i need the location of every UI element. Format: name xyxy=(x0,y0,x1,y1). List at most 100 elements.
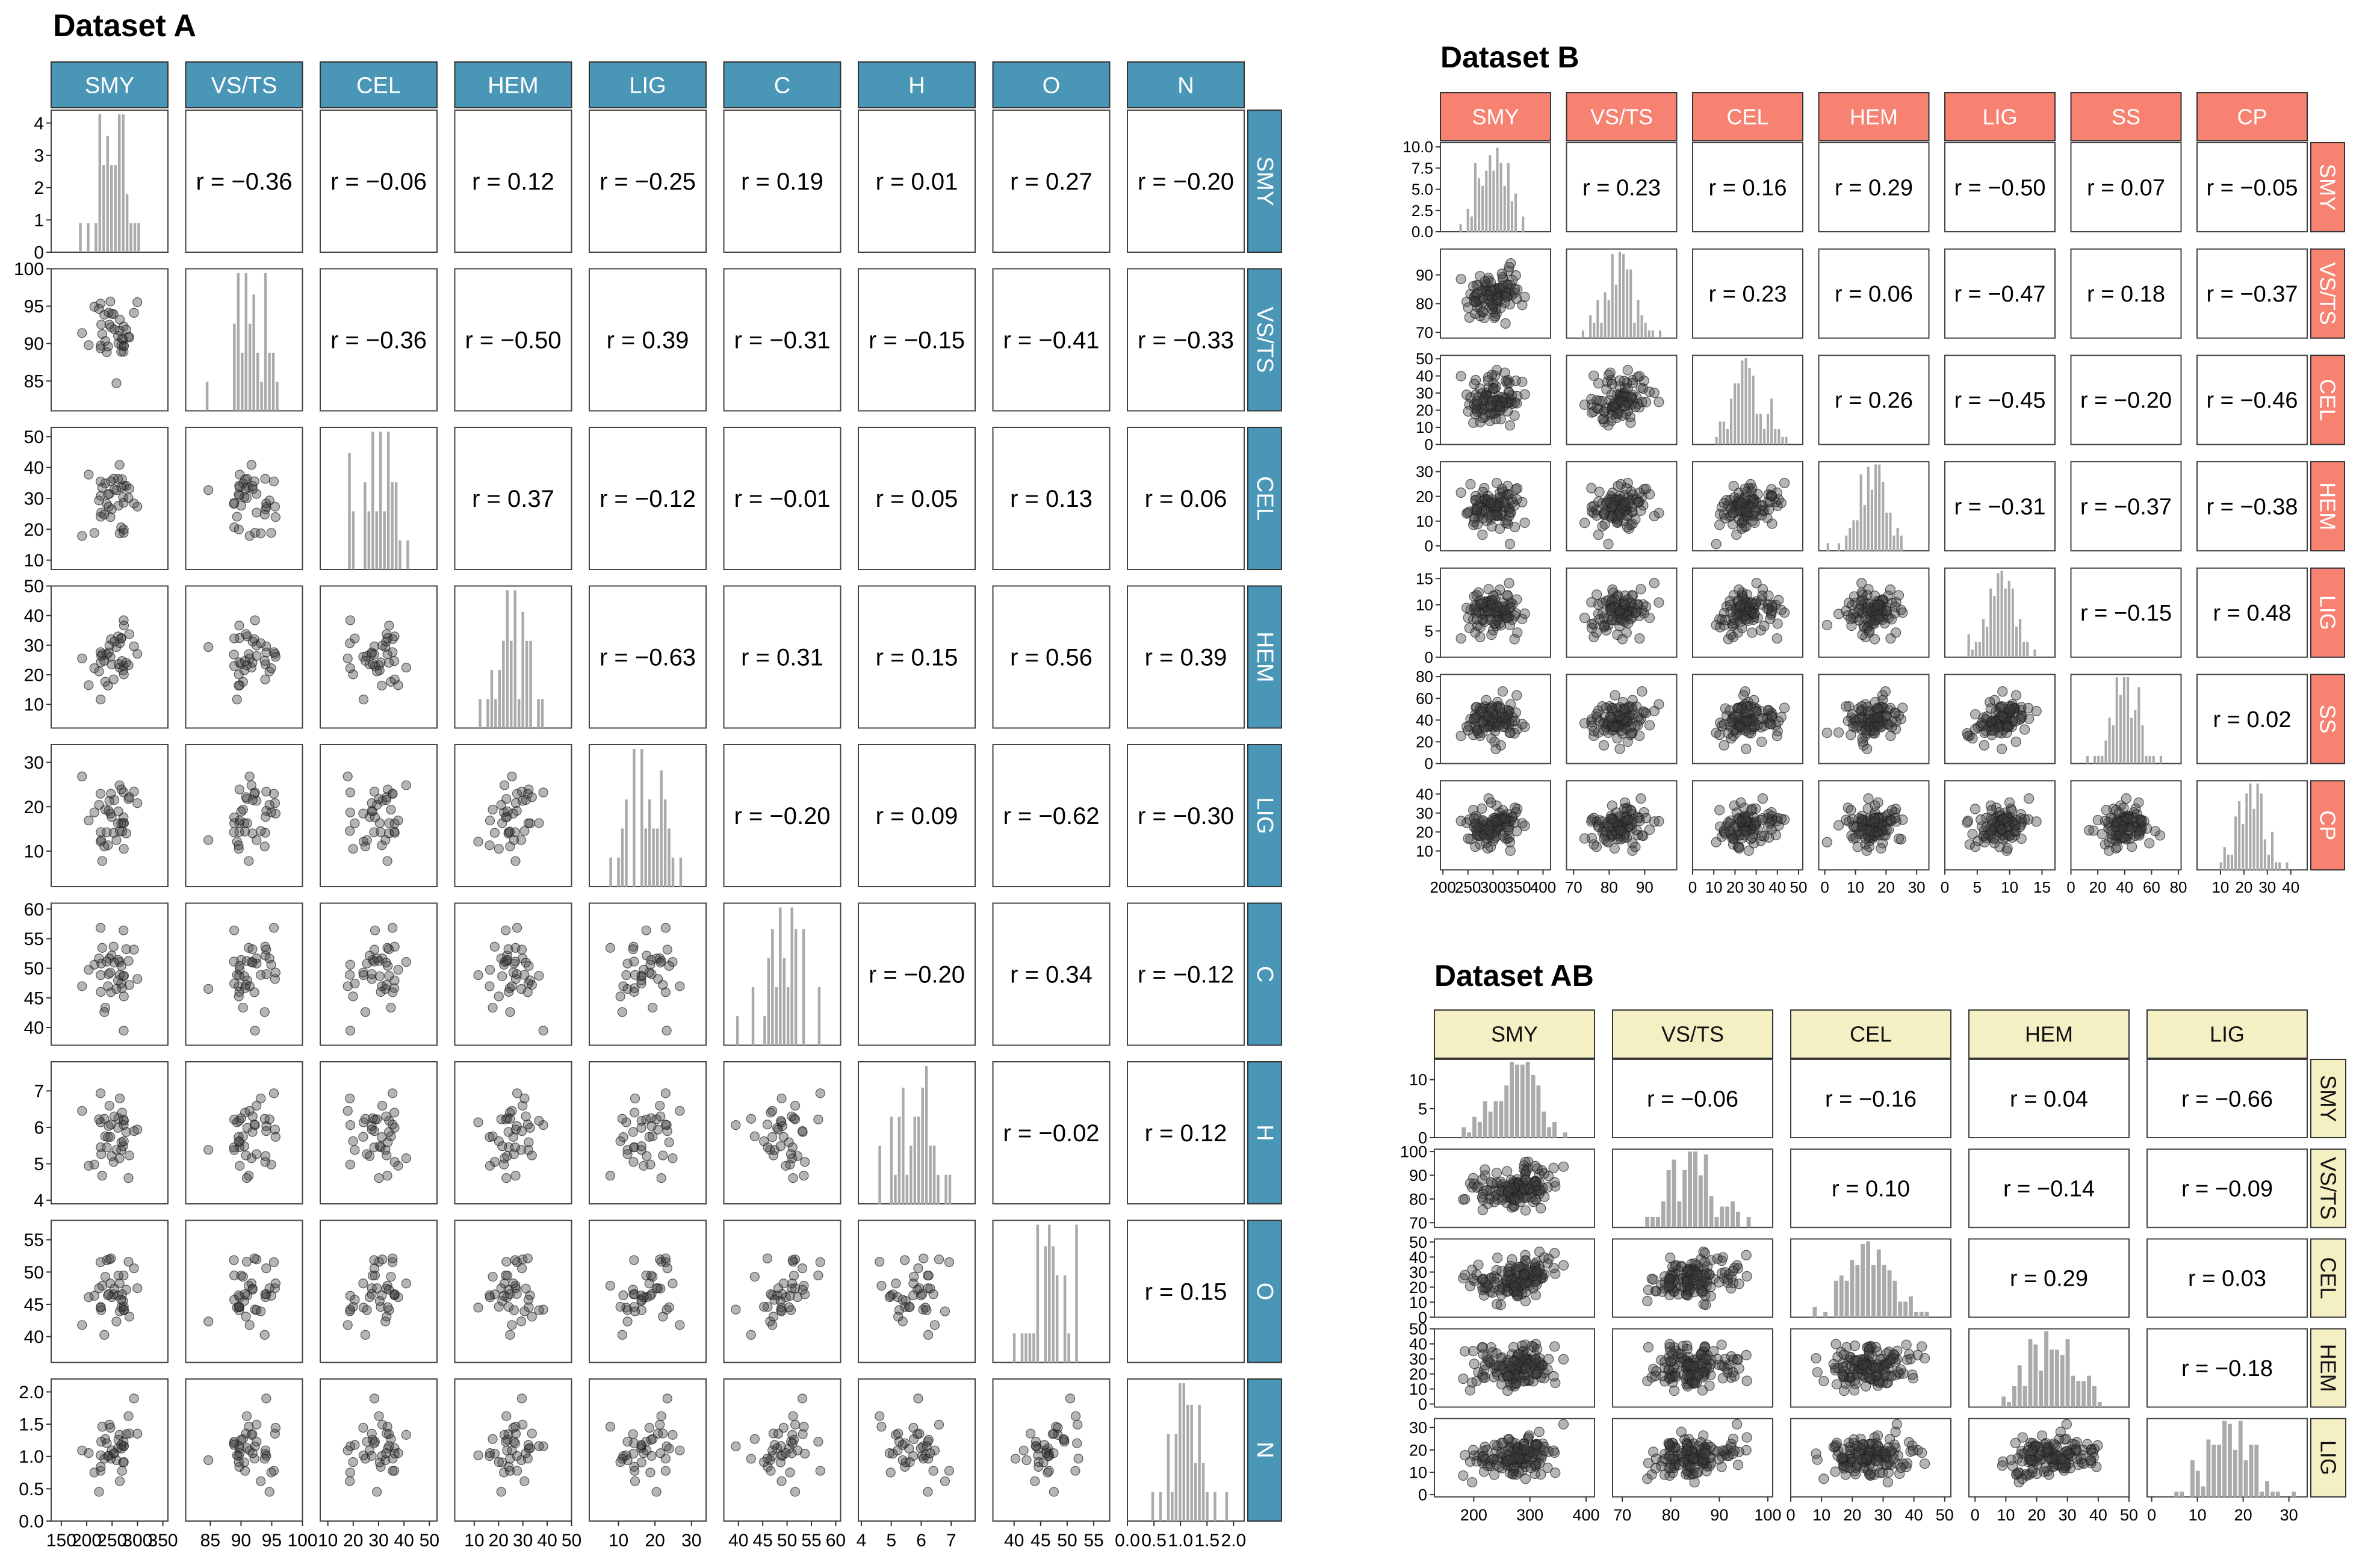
data-point xyxy=(496,800,506,810)
histogram-bar xyxy=(1596,300,1599,338)
data-point xyxy=(389,826,400,837)
panel-SMY-SS: r = 0.07 xyxy=(2070,142,2182,232)
panel-O-HEM xyxy=(454,1219,572,1363)
histogram-bar xyxy=(248,323,252,411)
data-point xyxy=(252,958,262,968)
data-point xyxy=(132,1428,143,1439)
data-point xyxy=(2004,797,2015,808)
panel-SMY-SMY xyxy=(51,110,169,253)
histogram-bar xyxy=(894,1174,897,1204)
data-point xyxy=(815,1088,825,1099)
data-point xyxy=(345,1467,356,1478)
histogram-bar xyxy=(537,699,540,728)
correlation-label: r = −0.16 xyxy=(1825,1086,1917,1112)
histogram-bar xyxy=(1849,528,1852,551)
column-strip-label: CEL xyxy=(1850,1022,1892,1047)
histogram-bar xyxy=(1190,1404,1193,1521)
histogram-bar xyxy=(1614,284,1617,338)
panel-C-O: r = 0.34 xyxy=(992,902,1111,1046)
data-point xyxy=(249,1253,259,1263)
histogram-bar xyxy=(917,1117,920,1204)
data-point xyxy=(1070,1411,1081,1421)
data-point xyxy=(1619,703,1631,714)
data-point xyxy=(1477,529,1488,540)
data-point xyxy=(1734,1278,1744,1289)
data-point xyxy=(1890,708,1901,719)
row-strip xyxy=(1247,268,1282,412)
data-point xyxy=(893,1312,903,1322)
histogram-bar xyxy=(932,1145,936,1204)
data-point xyxy=(1480,1170,1490,1181)
data-point xyxy=(605,1171,616,1181)
data-point xyxy=(1492,816,1503,827)
panel-LIG-HEM xyxy=(454,744,572,887)
data-point xyxy=(386,1271,396,1282)
data-point xyxy=(1771,633,1782,644)
data-point xyxy=(108,674,119,684)
y-tick-label: 40 xyxy=(24,606,44,626)
data-point xyxy=(655,1419,665,1430)
data-point xyxy=(787,1448,797,1458)
panel-N-H xyxy=(858,1378,976,1522)
data-point xyxy=(656,1411,666,1421)
data-point xyxy=(1700,1300,1711,1310)
panel-CEL-VS/TS xyxy=(1612,1238,1773,1318)
data-point xyxy=(615,991,625,1002)
y-tick-label: 2.5 xyxy=(1412,202,1433,220)
data-point xyxy=(1861,845,1872,856)
panel-N-VS/TS xyxy=(185,1378,303,1522)
histogram-bar xyxy=(1032,1333,1035,1363)
data-point xyxy=(1520,1296,1531,1307)
panel-CEL-N: r = 0.06 xyxy=(1127,427,1245,570)
data-point xyxy=(510,1171,521,1181)
data-point xyxy=(1988,833,1999,844)
data-point xyxy=(1625,417,1636,428)
histogram-bar xyxy=(1997,573,2000,657)
data-point xyxy=(630,1108,640,1118)
data-point xyxy=(502,1271,513,1281)
histogram-bar xyxy=(1715,436,1718,445)
panel-C-N: r = −0.12 xyxy=(1127,902,1245,1046)
data-point xyxy=(504,826,515,837)
histogram-bar xyxy=(1552,1122,1557,1138)
panel-O-C xyxy=(723,1219,841,1363)
y-tick-label: 40 xyxy=(1416,711,1433,729)
histogram-bar xyxy=(364,482,367,569)
data-point xyxy=(401,662,411,673)
x-tick-label: 40 xyxy=(2116,878,2133,896)
histogram-bar xyxy=(1755,414,1758,445)
histogram-bar xyxy=(1542,1111,1546,1138)
histogram-bar xyxy=(2245,793,2248,870)
data-point xyxy=(923,1487,933,1497)
data-point xyxy=(1489,383,1500,394)
data-point xyxy=(266,1467,276,1478)
y-tick-label: 1.5 xyxy=(19,1415,44,1435)
panel-frame xyxy=(320,110,438,253)
data-point xyxy=(1047,1429,1058,1439)
correlation-label: r = −0.15 xyxy=(869,327,965,354)
correlation-label: r = −0.20 xyxy=(734,803,830,829)
data-point xyxy=(1860,725,1871,736)
data-point xyxy=(1599,833,1610,844)
data-point xyxy=(381,1111,391,1121)
y-tick-label: 4 xyxy=(34,114,44,134)
histogram-bar xyxy=(1759,414,1762,445)
data-point xyxy=(912,1429,923,1439)
data-point xyxy=(658,1428,668,1439)
data-point xyxy=(241,1428,251,1439)
panel-CP-VS/TS xyxy=(1566,780,1678,871)
data-point xyxy=(1519,820,1530,831)
data-point xyxy=(2010,690,2022,701)
histogram-bar xyxy=(1520,1064,1525,1138)
data-point xyxy=(2111,805,2122,816)
panel-HEM-SS: r = −0.37 xyxy=(2070,461,2182,552)
histogram-bar xyxy=(394,482,398,569)
data-point xyxy=(507,1320,517,1330)
panel-LIG-H: r = 0.09 xyxy=(858,744,976,887)
panel-N-C xyxy=(723,1378,841,1522)
correlation-label: r = 0.34 xyxy=(1010,962,1093,988)
panel-frame xyxy=(1127,110,1245,253)
x-tick-label: 55 xyxy=(801,1531,821,1551)
data-point xyxy=(99,509,110,519)
data-point xyxy=(668,957,678,967)
